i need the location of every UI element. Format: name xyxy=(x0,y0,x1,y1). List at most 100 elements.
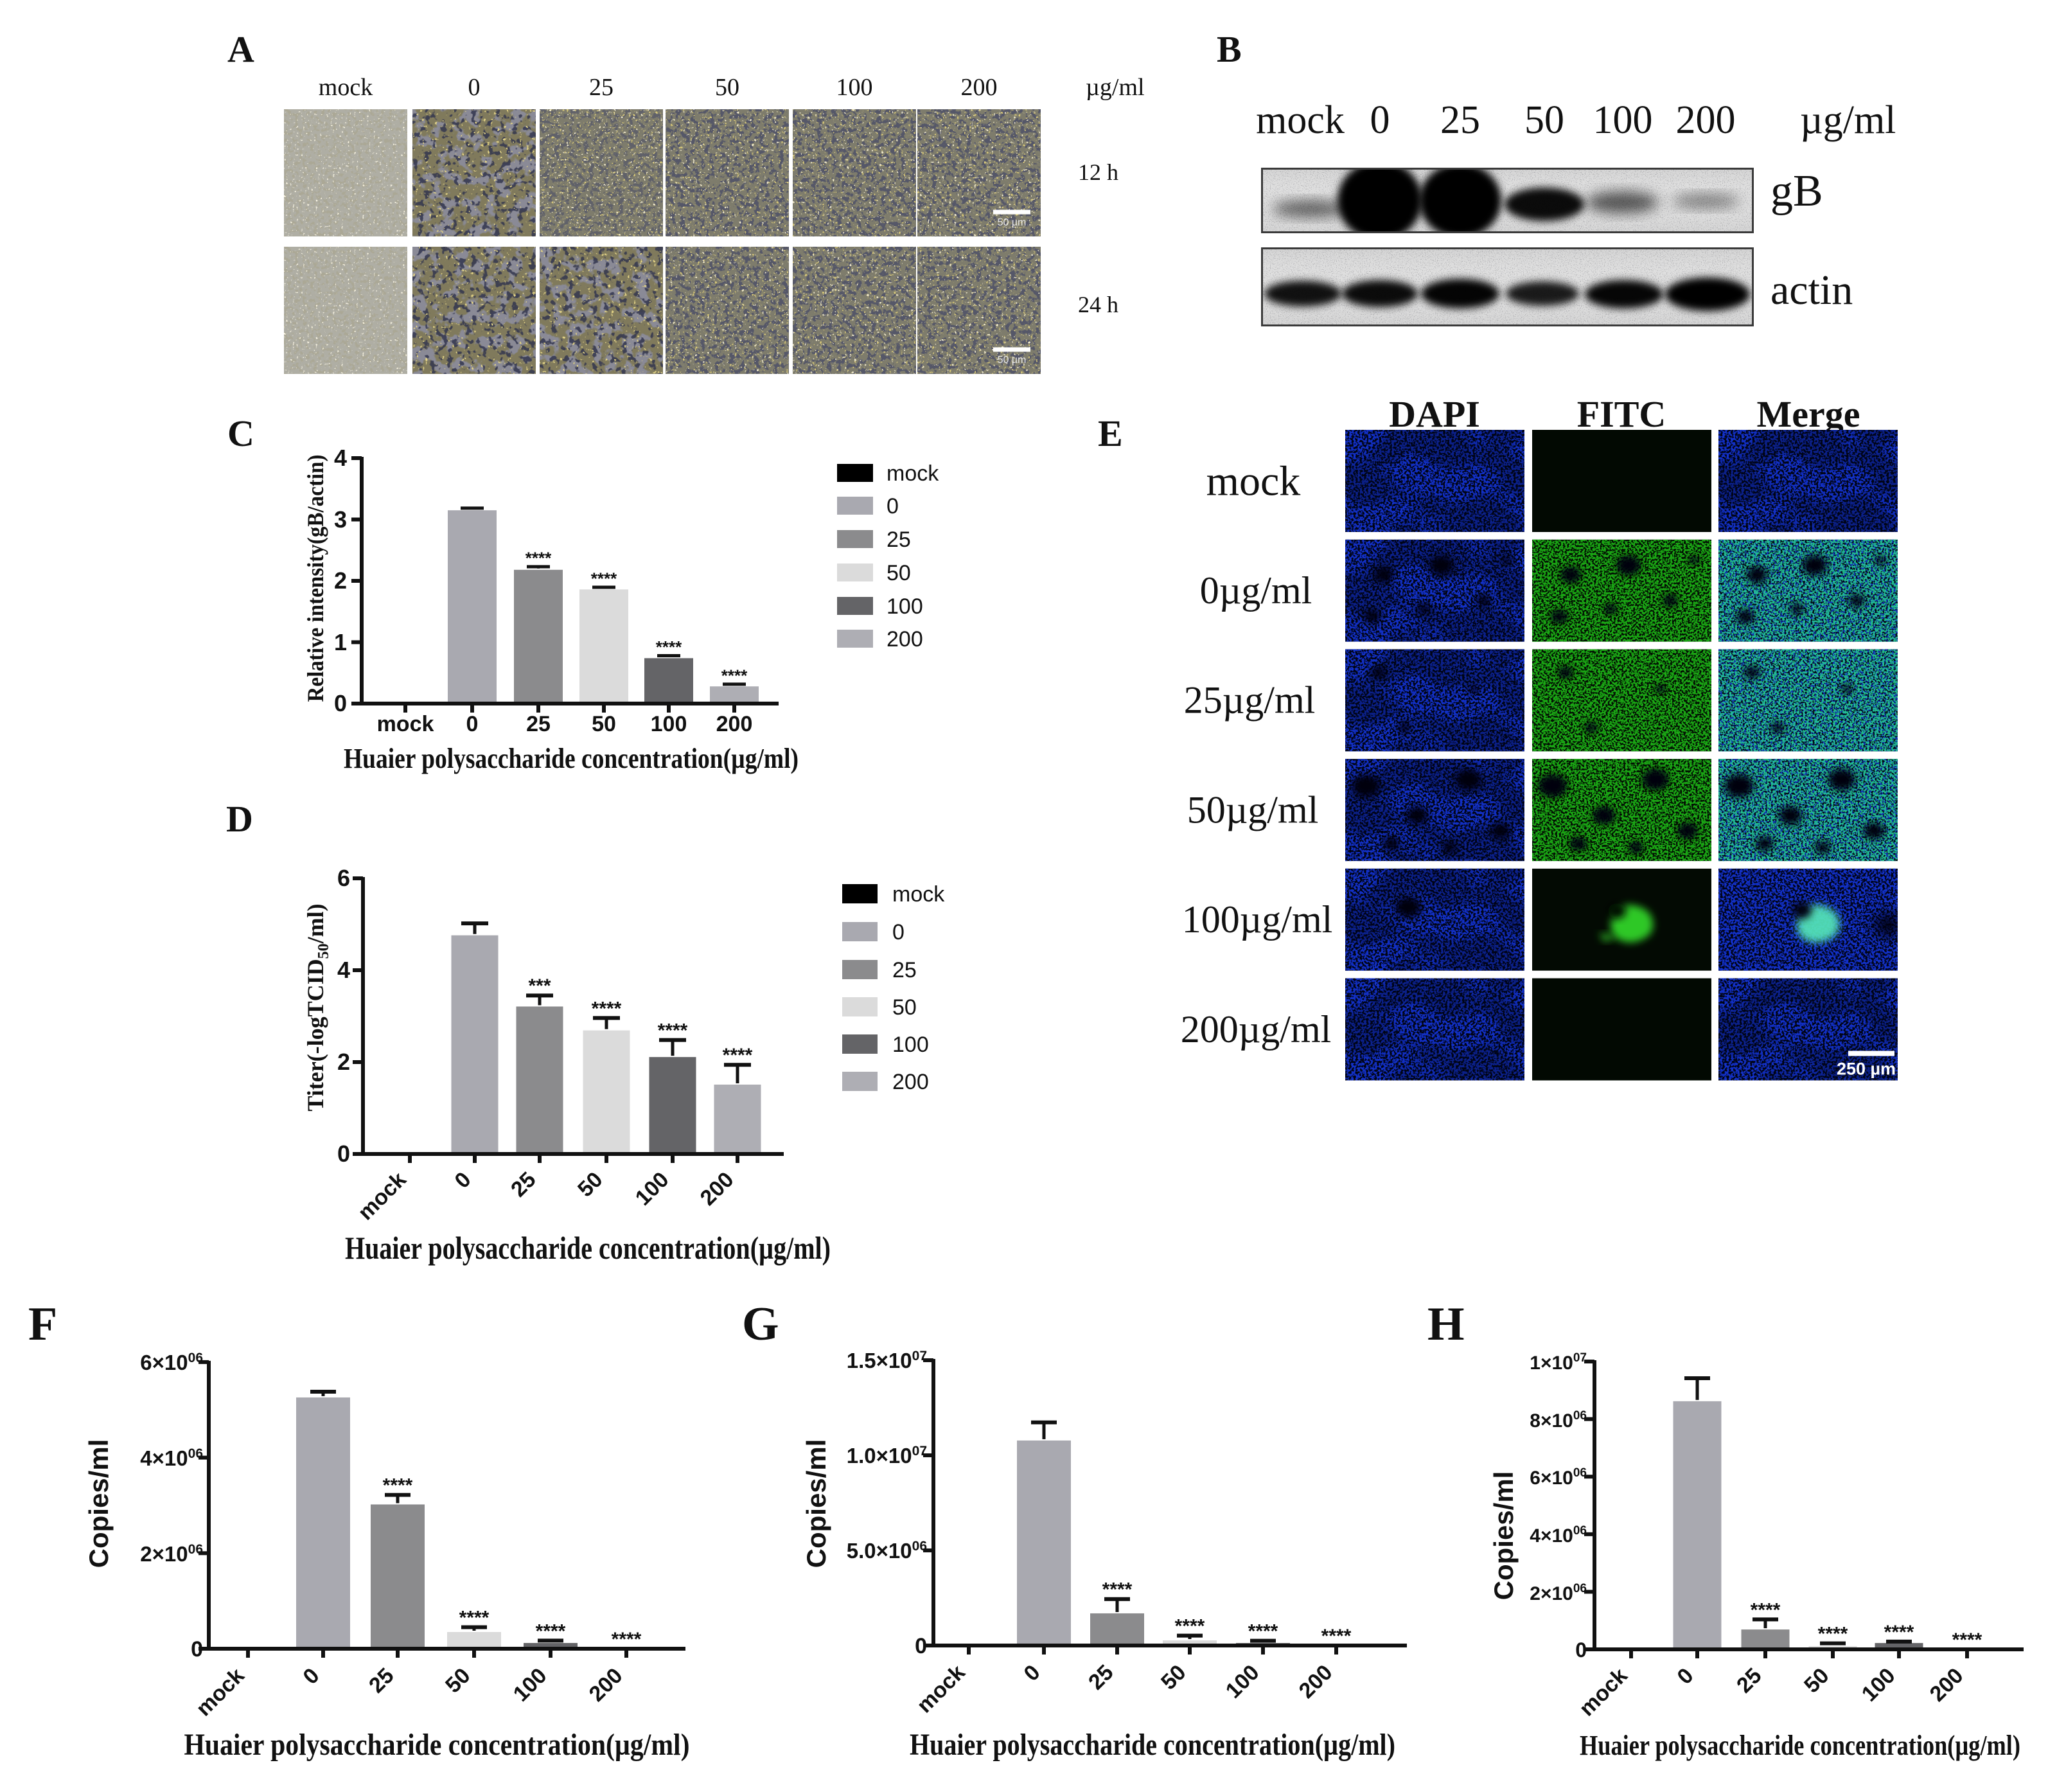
svg-text:6×1006: 6×1006 xyxy=(140,1351,203,1374)
svg-text:****: **** xyxy=(723,1045,753,1066)
svg-text:50: 50 xyxy=(715,74,739,101)
svg-text:Titer(-logTCID50/ml): Titer(-logTCID50/ml) xyxy=(303,903,332,1111)
svg-text:gB: gB xyxy=(1770,166,1823,216)
svg-text:****: **** xyxy=(592,998,622,1019)
svg-text:4: 4 xyxy=(334,445,347,471)
svg-text:8×1006: 8×1006 xyxy=(1530,1409,1587,1432)
svg-text:200µg/ml: 200µg/ml xyxy=(1181,1008,1332,1051)
svg-text:200: 200 xyxy=(887,627,923,652)
svg-text:****: **** xyxy=(1751,1599,1781,1620)
svg-text:mock: mock xyxy=(892,882,945,907)
svg-text:****: **** xyxy=(459,1607,490,1628)
svg-text:50: 50 xyxy=(1524,98,1564,142)
svg-text:0: 0 xyxy=(892,920,905,945)
svg-text:****: **** xyxy=(1248,1621,1278,1642)
svg-text:G: G xyxy=(742,1298,779,1351)
svg-text:****: **** xyxy=(536,1620,566,1642)
svg-text:Copies/ml: Copies/ml xyxy=(84,1439,114,1568)
svg-text:****: **** xyxy=(591,569,617,589)
svg-text:50 µm: 50 µm xyxy=(998,355,1027,366)
svg-text:3: 3 xyxy=(334,506,347,533)
svg-text:****: **** xyxy=(612,1629,642,1650)
svg-text:4: 4 xyxy=(337,957,350,983)
svg-text:µg/ml: µg/ml xyxy=(1086,74,1145,101)
svg-text:****: **** xyxy=(383,1475,413,1496)
svg-text:0: 0 xyxy=(887,494,899,519)
svg-text:****: **** xyxy=(1818,1623,1848,1644)
svg-text:2: 2 xyxy=(337,1049,350,1075)
svg-text:****: **** xyxy=(658,1020,688,1042)
svg-text:1: 1 xyxy=(334,629,347,655)
svg-text:100: 100 xyxy=(887,594,923,619)
svg-text:2: 2 xyxy=(334,567,347,594)
svg-text:Copies/ml: Copies/ml xyxy=(801,1439,831,1568)
svg-text:25: 25 xyxy=(892,958,917,982)
svg-text:25: 25 xyxy=(887,528,911,552)
svg-text:100: 100 xyxy=(836,74,873,101)
svg-text:100: 100 xyxy=(651,712,687,736)
svg-text:Huaier polysaccharide concentr: Huaier polysaccharide concentration(µg/m… xyxy=(345,1230,831,1266)
svg-text:24 h: 24 h xyxy=(1078,292,1118,317)
svg-text:Huaier polysaccharide concentr: Huaier polysaccharide concentration(µg/m… xyxy=(1580,1730,2020,1761)
svg-text:Huaier polysaccharide concentr: Huaier polysaccharide concentration(µg/m… xyxy=(184,1728,690,1762)
svg-text:200: 200 xyxy=(961,74,998,101)
svg-text:50µg/ml: 50µg/ml xyxy=(1187,788,1319,831)
svg-text:Huaier polysaccharide concentr: Huaier polysaccharide concentration(µg/m… xyxy=(910,1728,1395,1762)
svg-text:****: **** xyxy=(656,637,682,657)
svg-text:0: 0 xyxy=(334,690,347,716)
svg-text:****: **** xyxy=(1321,1626,1352,1647)
svg-text:50: 50 xyxy=(887,561,911,585)
svg-text:6: 6 xyxy=(337,865,350,891)
svg-text:Merge: Merge xyxy=(1757,393,1860,435)
svg-text:0: 0 xyxy=(191,1637,203,1662)
svg-text:0: 0 xyxy=(1575,1638,1587,1662)
svg-text:****: **** xyxy=(1175,1616,1205,1637)
svg-text:12 h: 12 h xyxy=(1078,159,1118,185)
svg-text:D: D xyxy=(226,798,253,840)
svg-text:H: H xyxy=(1427,1298,1465,1351)
svg-text:mock: mock xyxy=(887,461,939,486)
svg-text:50 µm: 50 µm xyxy=(998,217,1027,228)
svg-text:25: 25 xyxy=(526,712,551,736)
svg-text:C: C xyxy=(227,413,254,454)
svg-text:FITC: FITC xyxy=(1577,393,1666,435)
svg-text:250 µm: 250 µm xyxy=(1837,1060,1896,1079)
svg-text:100: 100 xyxy=(1593,98,1653,142)
svg-text:****: **** xyxy=(1952,1629,1982,1651)
svg-text:0: 0 xyxy=(915,1634,927,1658)
svg-text:****: **** xyxy=(525,549,552,568)
svg-text:actin: actin xyxy=(1770,267,1853,314)
svg-text:mock: mock xyxy=(319,74,373,101)
svg-text:E: E xyxy=(1098,413,1123,454)
svg-text:Copies/ml: Copies/ml xyxy=(1488,1471,1519,1601)
svg-text:B: B xyxy=(1217,28,1242,70)
svg-text:0: 0 xyxy=(1370,98,1390,142)
svg-text:F: F xyxy=(28,1298,57,1351)
svg-text:50: 50 xyxy=(892,995,917,1020)
svg-text:100µg/ml: 100µg/ml xyxy=(1182,898,1333,941)
svg-text:25: 25 xyxy=(1440,98,1480,142)
svg-text:0: 0 xyxy=(337,1140,350,1167)
svg-text:0µg/ml: 0µg/ml xyxy=(1200,569,1312,612)
svg-text:****: **** xyxy=(721,666,748,685)
svg-text:****: **** xyxy=(1884,1622,1914,1643)
svg-text:4×1006: 4×1006 xyxy=(140,1446,203,1470)
svg-text:mock: mock xyxy=(1256,98,1345,142)
svg-text:DAPI: DAPI xyxy=(1389,393,1480,435)
svg-text:25µg/ml: 25µg/ml xyxy=(1184,679,1316,722)
svg-text:100: 100 xyxy=(892,1033,929,1057)
svg-text:200: 200 xyxy=(892,1070,929,1094)
svg-text:0: 0 xyxy=(468,74,481,101)
svg-text:A: A xyxy=(227,28,254,70)
svg-text:µg/ml: µg/ml xyxy=(1800,98,1896,142)
svg-text:25: 25 xyxy=(589,74,614,101)
svg-text:Huaier polysaccharide concentr: Huaier polysaccharide concentration(µg/m… xyxy=(344,743,799,774)
svg-text:200: 200 xyxy=(716,712,753,736)
svg-text:0: 0 xyxy=(466,712,479,736)
svg-text:200: 200 xyxy=(1676,98,1736,142)
svg-text:Relative intensity(gB/actin): Relative intensity(gB/actin) xyxy=(303,455,328,702)
svg-text:mock: mock xyxy=(377,712,434,736)
svg-text:mock: mock xyxy=(1206,457,1301,504)
svg-text:***: *** xyxy=(528,975,551,997)
svg-text:50: 50 xyxy=(592,712,616,736)
